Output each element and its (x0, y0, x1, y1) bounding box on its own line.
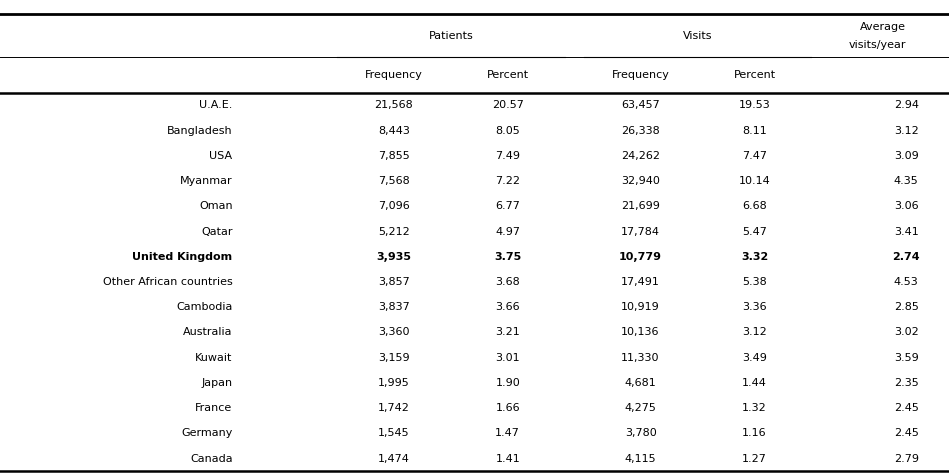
Text: 21,699: 21,699 (622, 201, 660, 211)
Text: 11,330: 11,330 (622, 353, 660, 363)
Text: Frequency: Frequency (612, 70, 669, 80)
Text: Bangladesh: Bangladesh (167, 126, 233, 136)
Text: 1,742: 1,742 (378, 403, 410, 413)
Text: 3.02: 3.02 (894, 327, 919, 337)
Text: 1.90: 1.90 (495, 378, 520, 388)
Text: 3.41: 3.41 (894, 227, 919, 237)
Text: 2.85: 2.85 (894, 302, 919, 312)
Text: 2.45: 2.45 (894, 428, 919, 438)
Text: 3,837: 3,837 (378, 302, 410, 312)
Text: Oman: Oman (199, 201, 233, 211)
Text: 3.66: 3.66 (495, 302, 520, 312)
Text: 10.14: 10.14 (738, 176, 771, 186)
Text: 20.57: 20.57 (492, 100, 524, 110)
Text: 19.53: 19.53 (738, 100, 771, 110)
Text: visits/year: visits/year (848, 40, 906, 50)
Text: 3,935: 3,935 (377, 252, 411, 262)
Text: 3.32: 3.32 (741, 252, 768, 262)
Text: 4.97: 4.97 (495, 227, 520, 237)
Text: Percent: Percent (487, 70, 529, 80)
Text: 1.16: 1.16 (742, 428, 767, 438)
Text: 5.47: 5.47 (742, 227, 767, 237)
Text: 4,275: 4,275 (624, 403, 657, 413)
Text: Other African countries: Other African countries (102, 277, 233, 287)
Text: 7,096: 7,096 (378, 201, 410, 211)
Text: 3.75: 3.75 (494, 252, 521, 262)
Text: 17,784: 17,784 (621, 227, 661, 237)
Text: Average: Average (861, 22, 906, 32)
Text: 8,443: 8,443 (378, 126, 410, 136)
Text: 1.47: 1.47 (495, 428, 520, 438)
Text: 1.32: 1.32 (742, 403, 767, 413)
Text: 3.06: 3.06 (894, 201, 919, 211)
Text: 1.66: 1.66 (495, 403, 520, 413)
Text: 4,115: 4,115 (624, 454, 657, 464)
Text: 1,995: 1,995 (378, 378, 410, 388)
Text: 8.05: 8.05 (495, 126, 520, 136)
Text: 4.35: 4.35 (894, 176, 919, 186)
Text: Kuwait: Kuwait (195, 353, 233, 363)
Text: 2.74: 2.74 (892, 252, 921, 262)
Text: 4,681: 4,681 (624, 378, 657, 388)
Text: 24,262: 24,262 (621, 151, 661, 161)
Text: 1.44: 1.44 (742, 378, 767, 388)
Text: 8.11: 8.11 (742, 126, 767, 136)
Text: 2.35: 2.35 (894, 378, 919, 388)
Text: 3.59: 3.59 (894, 353, 919, 363)
Text: 7.49: 7.49 (495, 151, 520, 161)
Text: 10,919: 10,919 (622, 302, 660, 312)
Text: Cambodia: Cambodia (177, 302, 233, 312)
Text: 3.09: 3.09 (894, 151, 919, 161)
Text: 3.68: 3.68 (495, 277, 520, 287)
Text: 3.01: 3.01 (495, 353, 520, 363)
Text: 7,855: 7,855 (378, 151, 410, 161)
Text: 63,457: 63,457 (622, 100, 660, 110)
Text: 21,568: 21,568 (375, 100, 413, 110)
Text: 5.38: 5.38 (742, 277, 767, 287)
Text: 17,491: 17,491 (622, 277, 660, 287)
Text: Visits: Visits (682, 30, 713, 41)
Text: 3,159: 3,159 (378, 353, 410, 363)
Text: 5,212: 5,212 (378, 227, 410, 237)
Text: 3,780: 3,780 (624, 428, 657, 438)
Text: 26,338: 26,338 (622, 126, 660, 136)
Text: U.A.E.: U.A.E. (199, 100, 233, 110)
Text: France: France (195, 403, 233, 413)
Text: Japan: Japan (201, 378, 233, 388)
Text: 3.12: 3.12 (742, 327, 767, 337)
Text: 3.36: 3.36 (742, 302, 767, 312)
Text: USA: USA (210, 151, 233, 161)
Text: 6.77: 6.77 (495, 201, 520, 211)
Text: 4.53: 4.53 (894, 277, 919, 287)
Text: 32,940: 32,940 (622, 176, 660, 186)
Text: 1.41: 1.41 (495, 454, 520, 464)
Text: Canada: Canada (190, 454, 233, 464)
Text: Germany: Germany (181, 428, 233, 438)
Text: 3.49: 3.49 (742, 353, 767, 363)
Text: Frequency: Frequency (365, 70, 422, 80)
Text: 10,779: 10,779 (619, 252, 662, 262)
Text: Patients: Patients (428, 30, 474, 41)
Text: 7.47: 7.47 (742, 151, 767, 161)
Text: 2.45: 2.45 (894, 403, 919, 413)
Text: 1,545: 1,545 (378, 428, 410, 438)
Text: 7.22: 7.22 (495, 176, 520, 186)
Text: 10,136: 10,136 (622, 327, 660, 337)
Text: 3,857: 3,857 (378, 277, 410, 287)
Text: 2.94: 2.94 (894, 100, 919, 110)
Text: Qatar: Qatar (201, 227, 233, 237)
Text: 7,568: 7,568 (378, 176, 410, 186)
Text: United Kingdom: United Kingdom (132, 252, 233, 262)
Text: 3,360: 3,360 (378, 327, 410, 337)
Text: Australia: Australia (183, 327, 233, 337)
Text: Myanmar: Myanmar (180, 176, 233, 186)
Text: 3.21: 3.21 (495, 327, 520, 337)
Text: Percent: Percent (734, 70, 775, 80)
Text: 3.12: 3.12 (894, 126, 919, 136)
Text: 1,474: 1,474 (378, 454, 410, 464)
Text: 2.79: 2.79 (894, 454, 919, 464)
Text: 6.68: 6.68 (742, 201, 767, 211)
Text: 1.27: 1.27 (742, 454, 767, 464)
